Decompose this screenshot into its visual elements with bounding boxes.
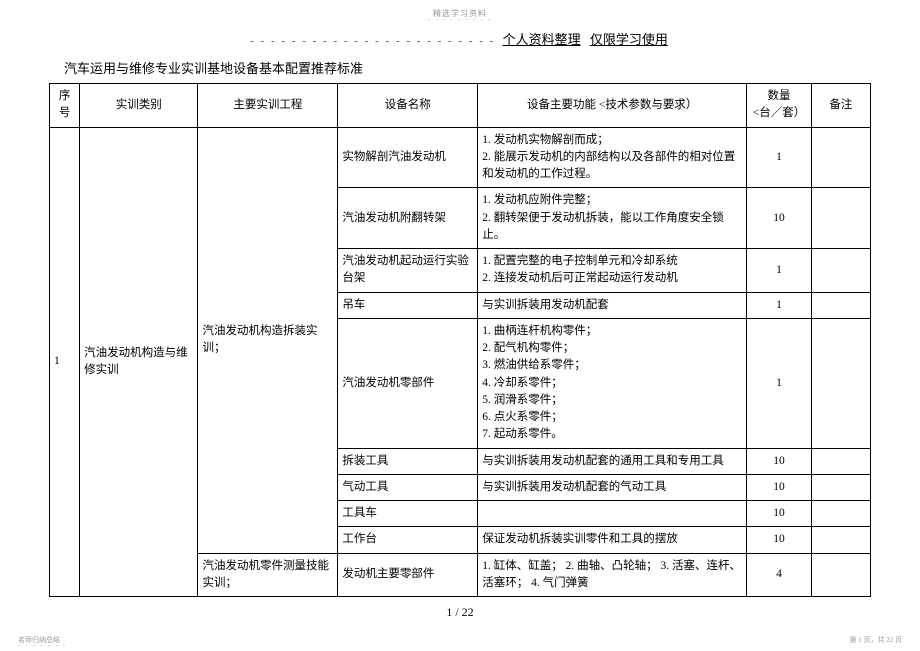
- cell-dev: 拆装工具: [338, 448, 478, 474]
- cell-seq: 1: [50, 127, 80, 597]
- col-dev: 设备名称: [338, 84, 478, 128]
- cell-qty: 1: [747, 292, 812, 318]
- cell-qty: 10: [747, 188, 812, 249]
- cell-qty: 1: [747, 249, 812, 293]
- cell-note: [811, 318, 870, 448]
- header-line: - - - - - - - - - - - - - - - - - - - - …: [0, 29, 920, 48]
- cell-dev: 发动机主要零部件: [338, 553, 478, 597]
- cell-note: [811, 553, 870, 597]
- cell-func: 与实训拆装用发动机配套的通用工具和专用工具: [478, 448, 747, 474]
- cell-note: [811, 249, 870, 293]
- cell-dev: 吊车: [338, 292, 478, 318]
- cell-category: 汽油发动机构造与维修实训: [80, 127, 198, 597]
- col-qty-l1: 数量: [768, 90, 791, 102]
- header-text2: 仅限学习使用: [586, 32, 670, 47]
- cell-dev: 汽油发动机附翻转架: [338, 188, 478, 249]
- cell-func: 保证发动机拆装实训零件和工具的摆放: [478, 527, 747, 553]
- watermark-dots: - - - - - - - - -: [0, 17, 920, 23]
- col-cat: 实训类别: [80, 84, 198, 128]
- cell-dev: 工作台: [338, 527, 478, 553]
- col-proj: 主要实训工程: [198, 84, 338, 128]
- cell-note: [811, 501, 870, 527]
- col-qty-l2: <台／套）: [753, 107, 806, 119]
- cell-project-b: 汽油发动机零件测量技能实训；: [198, 553, 338, 597]
- cell-project-a: 汽油发动机构造拆装实训；: [198, 127, 338, 553]
- cell-note: [811, 527, 870, 553]
- cell-qty: 10: [747, 448, 812, 474]
- table-header-row: 序号 实训类别 主要实训工程 设备名称 设备主要功能 <技术参数与要求） 数量 …: [50, 84, 871, 128]
- cell-qty: 10: [747, 474, 812, 500]
- cell-dev: 气动工具: [338, 474, 478, 500]
- col-func: 设备主要功能 <技术参数与要求）: [478, 84, 747, 128]
- col-qty: 数量 <台／套）: [747, 84, 812, 128]
- cell-func: 与实训拆装用发动机配套的气动工具: [478, 474, 747, 500]
- header-text1: 个人资料整理: [499, 32, 583, 47]
- cell-func: [478, 501, 747, 527]
- cell-note: [811, 292, 870, 318]
- col-note: 备注: [811, 84, 870, 128]
- cell-func: 1. 配置完整的电子控制单元和冷却系统2. 连接发动机后可正常起动运行发动机: [478, 249, 747, 293]
- cell-func: 与实训拆装用发动机配套: [478, 292, 747, 318]
- cell-qty: 10: [747, 501, 812, 527]
- footer-left-dots: - - - - - - -: [18, 643, 67, 649]
- cell-qty: 10: [747, 527, 812, 553]
- cell-qty: 4: [747, 553, 812, 597]
- cell-qty: 1: [747, 127, 812, 188]
- cell-dev: 实物解剖汽油发动机: [338, 127, 478, 188]
- cell-qty: 1: [747, 318, 812, 448]
- cell-note: [811, 474, 870, 500]
- header-dashes: - - - - - - - - - - - - - - - - - - - - …: [250, 35, 495, 47]
- cell-dev: 汽油发动机零部件: [338, 318, 478, 448]
- cell-dev: 汽油发动机起动运行实验台架: [338, 249, 478, 293]
- footer-right: 第 1 页，共 22 页: [850, 635, 903, 645]
- cell-note: [811, 448, 870, 474]
- doc-title: 汽车运用与维修专业实训基地设备基本配置推荐标准: [64, 58, 920, 77]
- cell-note: [811, 127, 870, 188]
- page-number: 1 / 22: [0, 605, 920, 620]
- cell-func: 1. 曲柄连杆机构零件；2. 配气机构零件；3. 燃油供给系零件；4. 冷却系零…: [478, 318, 747, 448]
- equipment-table: 序号 实训类别 主要实训工程 设备名称 设备主要功能 <技术参数与要求） 数量 …: [49, 83, 871, 597]
- cell-dev: 工具车: [338, 501, 478, 527]
- cell-func: 1. 发动机实物解剖而成；2. 能展示发动机的内部结构以及各部件的相对位置和发动…: [478, 127, 747, 188]
- cell-func: 1. 缸体、缸盖； 2. 曲轴、凸轮轴； 3. 活塞、连杆、活塞环； 4. 气门…: [478, 553, 747, 597]
- cell-func: 1. 发动机应附件完整；2. 翻转架便于发动机拆装，能以工作角度安全锁止。: [478, 188, 747, 249]
- col-seq: 序号: [50, 84, 80, 128]
- cell-note: [811, 188, 870, 249]
- table-row: 1 汽油发动机构造与维修实训 汽油发动机构造拆装实训； 实物解剖汽油发动机 1.…: [50, 127, 871, 188]
